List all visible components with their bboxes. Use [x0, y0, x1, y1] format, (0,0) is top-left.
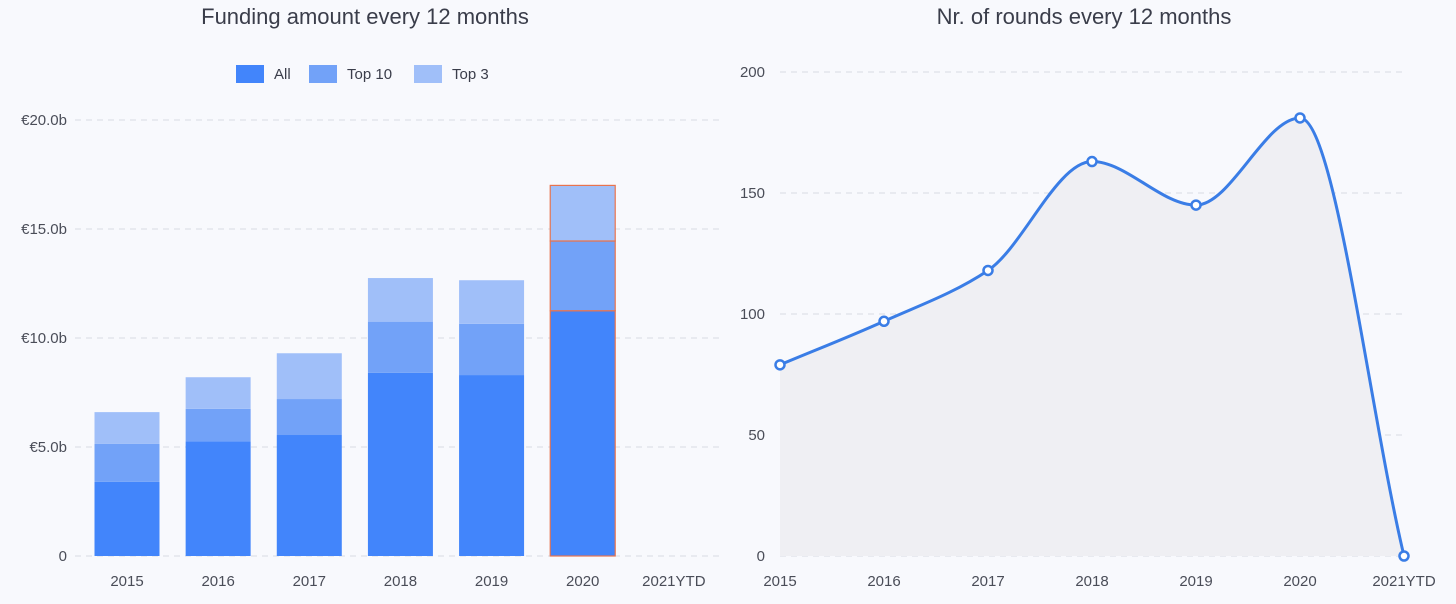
line-y-tick-label: 150 — [740, 185, 765, 202]
bar-top-10-2017[interactable] — [276, 399, 342, 436]
bar-top-3-2015[interactable] — [94, 412, 160, 444]
legend-swatch — [309, 65, 337, 83]
bar-all-2015[interactable] — [94, 481, 160, 556]
bar-top-10-2018[interactable] — [367, 321, 433, 373]
bar-all-2019[interactable] — [459, 375, 525, 556]
line-x-tick-label: 2018 — [1075, 573, 1108, 590]
rounds-point-2019[interactable] — [1190, 199, 1202, 211]
bar-top-3-2020[interactable] — [549, 184, 616, 242]
rounds-chart-title: Nr. of rounds every 12 months — [937, 4, 1232, 29]
bar-top-10-2016[interactable] — [185, 408, 251, 442]
legend-swatch — [414, 65, 442, 83]
legend-swatch — [236, 65, 264, 83]
bar-top-10-2020[interactable] — [549, 240, 616, 312]
legend-item-all[interactable]: All — [236, 65, 291, 83]
line-x-tick-label: 2020 — [1283, 573, 1316, 590]
line-y-tick-label: 100 — [740, 306, 765, 323]
rounds-point-2017[interactable] — [982, 264, 994, 277]
bar-x-tick-label: 2021YTD — [642, 573, 706, 590]
line-y-tick-label: 0 — [757, 548, 765, 565]
funding-chart-title: Funding amount every 12 months — [201, 4, 529, 29]
rounds-line-chart: Nr. of rounds every 12 months 0 50 100 150 2… — [740, 4, 1436, 590]
legend-label: All — [274, 66, 291, 83]
bar-all-2016[interactable] — [185, 441, 251, 556]
bar-y-tick-label: €20.0b — [21, 112, 67, 129]
bar-top-3-2019[interactable] — [459, 280, 525, 324]
bar-y-tick-label: 0 — [59, 548, 67, 565]
rounds-area — [780, 117, 1404, 556]
bar-all-2018[interactable] — [367, 372, 433, 556]
legend-label: Top 10 — [347, 66, 392, 83]
funding-chart-panel: Funding amount every 12 months 0 €5.0b €10… — [21, 4, 720, 590]
bar-y-tick-label: €5.0b — [29, 439, 67, 456]
bar-top-3-2016[interactable] — [185, 377, 251, 409]
bar-x-tick-label: 2017 — [293, 573, 326, 590]
line-x-tick-label: 2021YTD — [1372, 573, 1436, 590]
line-y-tick-label: 50 — [748, 427, 765, 444]
bar-x-tick-label: 2015 — [110, 573, 143, 590]
rounds-series-line — [778, 116, 1406, 558]
rounds-point-2016[interactable] — [878, 315, 890, 328]
rounds-point-2018[interactable] — [1086, 155, 1098, 168]
bar-top-10-2019[interactable] — [459, 323, 525, 376]
rounds-point-2020[interactable] — [1294, 112, 1306, 124]
line-x-tick-label: 2019 — [1179, 573, 1212, 590]
line-x-tick-label: 2017 — [971, 573, 1004, 590]
bar-top-10-2015[interactable] — [94, 443, 160, 482]
legend-item-top-10[interactable]: Top 10 — [309, 65, 392, 83]
bar-x-tick-label: 2018 — [384, 573, 417, 590]
rounds-chart-panel: Nr. of rounds every 12 months 0 50 100 150 2… — [728, 0, 1456, 604]
line-x-tick-label: 2015 — [763, 573, 796, 590]
line-y-tick-label: 200 — [740, 64, 765, 81]
legend-item-top-3[interactable]: Top 3 — [414, 65, 489, 83]
line-x-tick-label: 2016 — [867, 573, 900, 590]
bar-x-tick-label: 2016 — [201, 573, 234, 590]
bar-y-tick-label: €10.0b — [21, 330, 67, 347]
bar-top-3-2017[interactable] — [276, 353, 342, 400]
bar-y-tick-label: €15.0b — [21, 221, 67, 238]
bar-all-2017[interactable] — [276, 435, 342, 556]
bar-x-tick-label: 2020 — [566, 573, 599, 590]
bar-all-2020[interactable] — [549, 310, 616, 557]
rounds-point-2015[interactable] — [774, 359, 786, 371]
legend-label: Top 3 — [452, 66, 489, 83]
funding-bar-chart: Funding amount every 12 months 0 €5.0b €10… — [21, 4, 720, 590]
bar-top-3-2018[interactable] — [367, 278, 433, 322]
bar-x-tick-label: 2019 — [475, 573, 508, 590]
rounds-point-2021ytd[interactable] — [1398, 550, 1410, 562]
